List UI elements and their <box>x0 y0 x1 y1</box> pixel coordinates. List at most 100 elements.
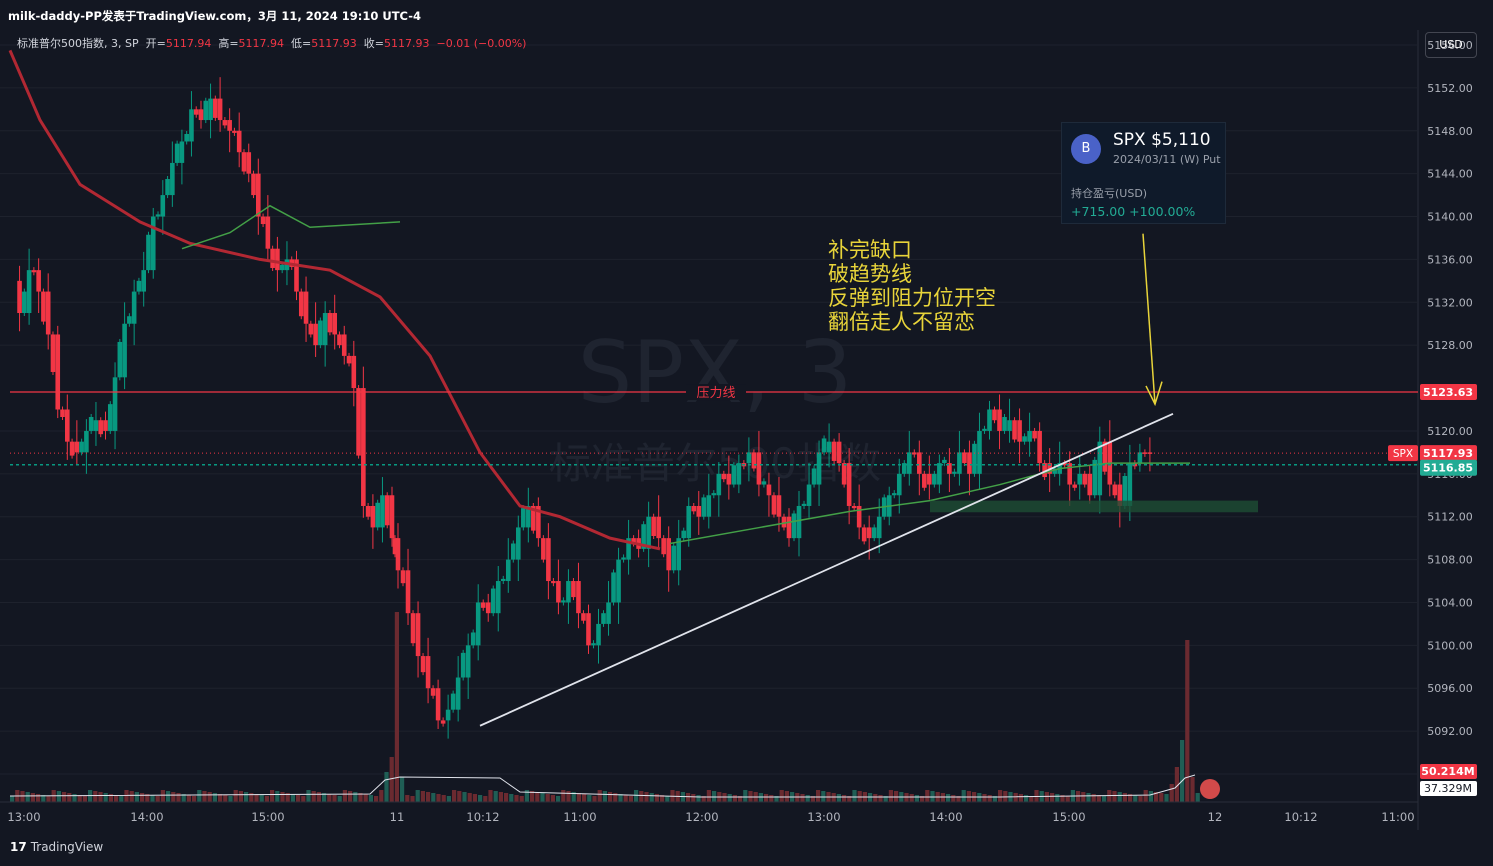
candle-body <box>160 195 166 217</box>
candle-body <box>1097 441 1103 496</box>
volume-bar <box>597 790 602 802</box>
volume-bar <box>358 793 363 802</box>
candle-body <box>500 578 506 582</box>
candle-body <box>561 600 566 603</box>
candle-body <box>801 503 807 506</box>
volume-bar <box>467 793 472 802</box>
legend-open-label: 开= <box>145 37 166 50</box>
candle-body <box>977 430 982 474</box>
volume-bar <box>119 796 124 802</box>
volume-bar <box>530 791 535 802</box>
volume-bar <box>171 792 176 802</box>
candle-body <box>1127 463 1133 506</box>
candle-body <box>327 313 333 333</box>
candle-body <box>972 443 977 474</box>
x-tick-label: 13:00 <box>7 810 40 824</box>
volume-bar <box>124 790 129 802</box>
volume-average-line <box>9 774 1196 798</box>
candle-body <box>937 463 942 485</box>
candle-body <box>50 334 56 372</box>
volume-bar <box>909 794 914 802</box>
volume-bar <box>441 795 446 802</box>
candle-body <box>346 355 352 364</box>
volume-bar <box>1159 793 1164 802</box>
volume-bar <box>1060 795 1065 802</box>
volume-bar <box>93 791 98 802</box>
volume-bar <box>197 790 202 802</box>
resistance-label-bg <box>686 384 746 401</box>
candle-body <box>846 463 852 506</box>
legend-symbol: 标准普尔500指数, 3, SP <box>17 37 139 50</box>
volume-bar <box>727 794 732 802</box>
volume-bar <box>602 791 607 802</box>
y-tick-label: 5148.00 <box>1427 125 1473 138</box>
volume-bar <box>20 791 25 802</box>
volume-bar <box>275 791 280 802</box>
candle-body <box>851 505 857 509</box>
volume-bar <box>1050 793 1055 802</box>
candle-body <box>952 471 957 474</box>
volume-bar <box>103 793 108 802</box>
volume-bar <box>1034 790 1039 802</box>
volume-bar <box>1122 793 1127 802</box>
volume-bar <box>1180 740 1185 802</box>
volume-bar <box>415 790 420 802</box>
volume-bar <box>550 795 555 802</box>
volume-bar <box>82 796 87 802</box>
symbol-badge-bg <box>1388 445 1418 462</box>
price-chart[interactable]: SPX, 3标准普尔500指数压力线5156.005152.005148.005… <box>0 30 1493 830</box>
volume-bar <box>956 796 961 802</box>
volume-bar <box>186 795 191 802</box>
candle-body <box>308 323 314 335</box>
volume-bar <box>296 795 301 802</box>
legend-change: −0.01 (−0.00%) <box>436 37 527 50</box>
volume-bar <box>46 796 51 802</box>
volume-bar <box>628 796 633 802</box>
x-tick-label: 11:00 <box>1381 810 1414 824</box>
currency-button[interactable]: USD <box>1425 32 1477 58</box>
candle-body <box>606 602 611 624</box>
candle-body <box>241 152 247 172</box>
candle-body <box>356 388 361 456</box>
candle-body <box>351 355 357 389</box>
candle-body <box>389 495 395 539</box>
volume-bar <box>649 793 654 802</box>
candle-body <box>384 495 390 526</box>
candle-body <box>586 613 591 646</box>
volume-bar <box>561 790 566 802</box>
candle-body <box>203 100 209 121</box>
volume-bar <box>36 794 41 802</box>
volume-bar <box>134 792 139 802</box>
moving-average-fast <box>181 204 401 250</box>
us-flag-icon <box>1200 779 1220 799</box>
volume-bar <box>925 790 930 802</box>
candle-body <box>107 404 113 431</box>
candle-body <box>711 493 717 496</box>
volume-bar <box>264 796 269 802</box>
candle-body <box>641 524 646 549</box>
volume-bar <box>337 796 342 802</box>
volume-bar <box>535 792 540 802</box>
volume-bar <box>613 793 618 802</box>
volume-bar <box>545 794 550 802</box>
candle-body <box>591 643 596 646</box>
candle-body <box>906 452 912 474</box>
support-zone <box>930 500 1258 513</box>
candle-body <box>932 473 937 485</box>
candle-body <box>551 581 556 584</box>
candle-body <box>318 320 323 346</box>
volume-bar <box>738 796 743 802</box>
candle-body <box>1007 420 1012 431</box>
volume-bar <box>483 796 488 802</box>
volume-bar <box>316 792 321 802</box>
legend-high: 5117.94 <box>238 37 285 50</box>
candle-body <box>982 428 987 431</box>
candle-body <box>1042 463 1047 478</box>
candle-body <box>36 270 41 292</box>
candle-body <box>922 473 927 488</box>
tradingview-logo[interactable]: 17 TradingView <box>10 840 103 854</box>
volume-bar <box>1091 794 1096 802</box>
volume-bar <box>41 795 46 802</box>
x-tick-label: 10:12 <box>466 810 499 824</box>
candle-body <box>236 130 242 153</box>
